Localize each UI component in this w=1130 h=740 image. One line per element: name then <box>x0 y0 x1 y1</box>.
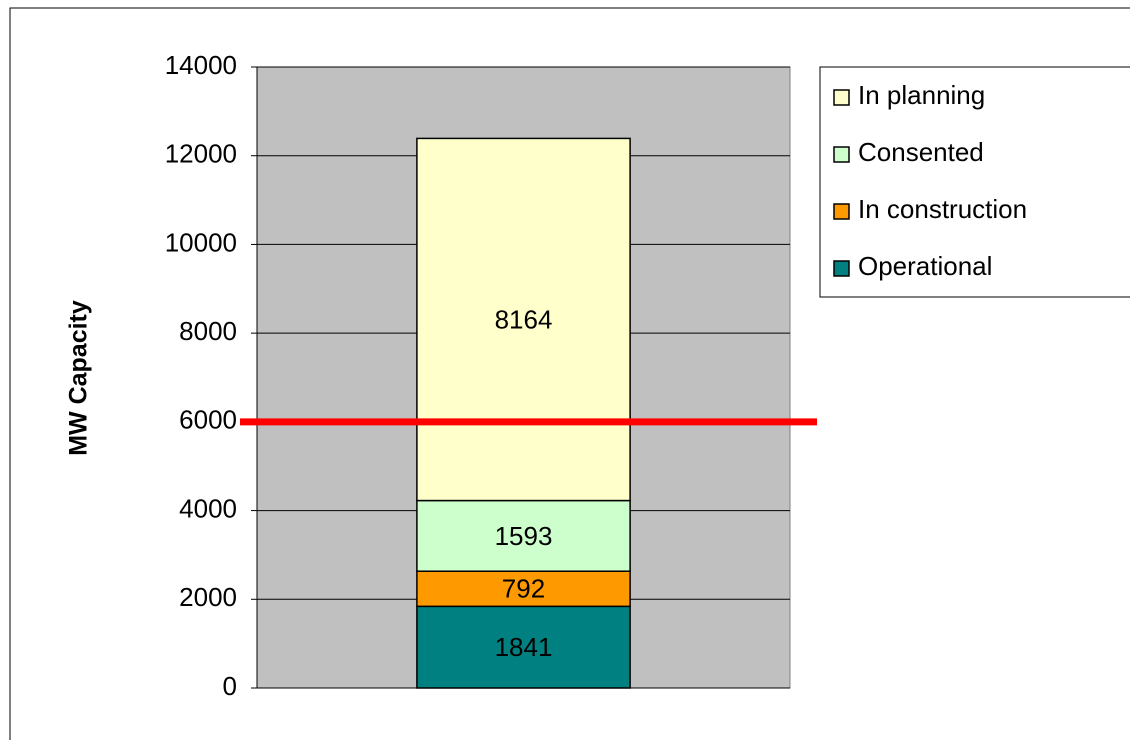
y-tick-label: 2000 <box>179 582 237 612</box>
legend-swatch <box>833 260 850 277</box>
legend-swatch <box>833 203 850 220</box>
bar-segment <box>416 570 631 608</box>
y-tick-label: 0 <box>223 671 237 701</box>
legend-swatch <box>833 146 850 163</box>
data-label: 792 <box>502 574 545 604</box>
legend-label: In construction <box>858 194 1027 224</box>
y-tick-label: 14000 <box>165 50 237 80</box>
bar-segment <box>416 137 631 502</box>
data-label: 8164 <box>495 304 553 334</box>
legend-swatch <box>833 89 850 106</box>
y-tick-label: 4000 <box>179 493 237 523</box>
legend-box <box>819 66 1130 298</box>
legend-label: Operational <box>858 251 992 281</box>
data-label: 1841 <box>495 632 553 662</box>
legend-label: In planning <box>858 80 985 110</box>
bar-segment <box>416 499 631 572</box>
y-tick-label: 10000 <box>165 227 237 257</box>
y-tick-label: 12000 <box>165 139 237 169</box>
y-tick-label: 6000 <box>179 405 237 435</box>
y-axis-label: MW Capacity <box>65 300 93 456</box>
data-label: 1593 <box>495 521 553 551</box>
y-tick-label: 8000 <box>179 316 237 346</box>
legend-label: Consented <box>858 137 984 167</box>
